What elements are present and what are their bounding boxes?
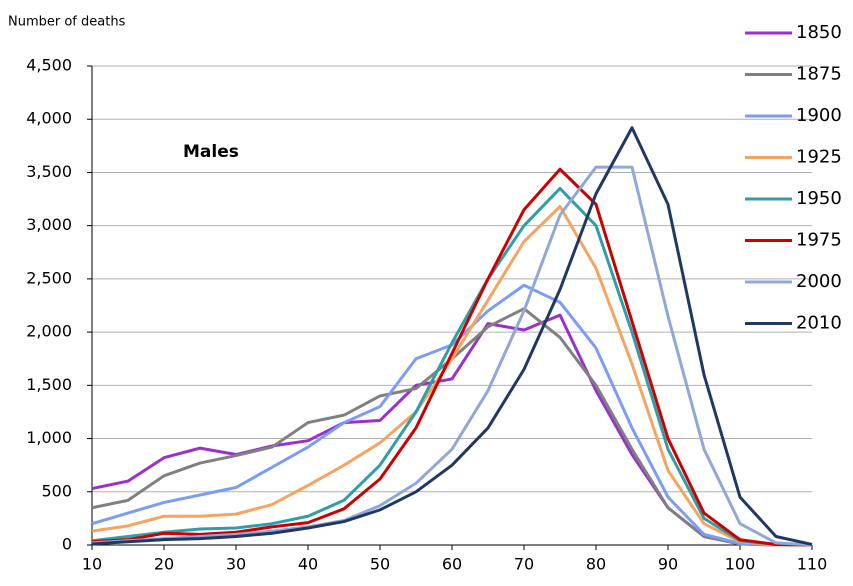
series-line [91,283,812,547]
y-axis-label: Number of deaths [8,15,126,30]
y-tick-label: 4,000 [26,109,72,128]
y-tick-label: 2,000 [26,322,72,341]
y-tick-label: 1,000 [26,428,72,447]
y-tick-label: 4,500 [26,56,72,75]
series-line [91,186,813,547]
x-tick-label: 70 [514,555,534,574]
x-tick-label: 60 [442,555,462,574]
x-tick-label: 90 [658,555,678,574]
series-line [91,167,813,547]
legend-label: 1900 [796,105,842,126]
legend-label: 2000 [796,271,842,292]
y-tick-label: 500 [41,481,72,500]
x-tick-label: 110 [797,555,828,574]
x-tick-label: 20 [154,555,174,574]
legend-label: 1950 [796,188,842,209]
x-tick-label: 10 [82,555,102,574]
y-tick-label: 2,500 [26,268,72,287]
x-tick-label: 30 [226,555,246,574]
series-line [91,165,813,547]
x-tick-label: 100 [725,555,756,574]
legend-label: 1925 [796,147,842,168]
y-tick-label: 3,000 [26,215,72,234]
x-tick-label: 50 [370,555,390,574]
legend-label: 2010 [796,313,842,334]
y-tick-label: 1,500 [26,375,72,394]
y-tick-label: 0 [62,535,72,554]
series-line [91,205,812,547]
y-tick-label: 3,500 [26,162,72,181]
legend-label: 1850 [796,22,842,43]
legend-label: 1875 [796,64,842,85]
annotation: Males [183,142,239,162]
series-line [91,126,813,546]
x-tick-label: 40 [298,555,318,574]
x-tick-label: 80 [586,555,606,574]
legend-label: 1975 [796,230,842,251]
